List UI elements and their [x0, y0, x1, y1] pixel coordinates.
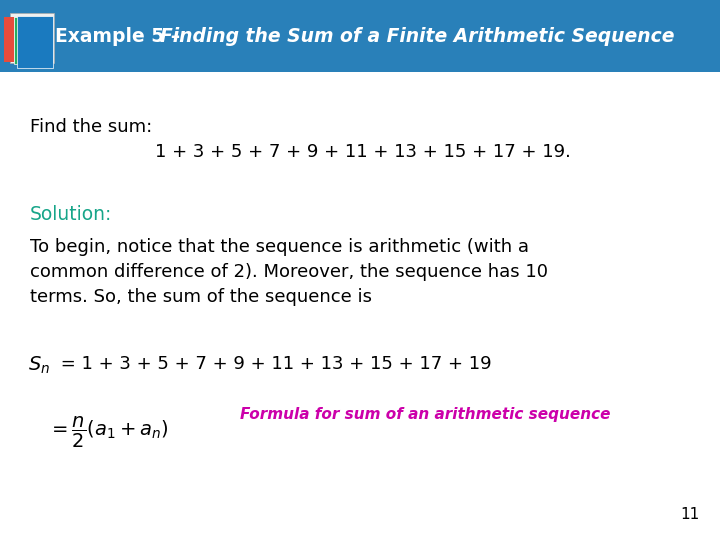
Bar	[17, 16, 53, 68]
Text: common difference of 2). Moreover, the sequence has 10: common difference of 2). Moreover, the s…	[30, 263, 548, 281]
Text: terms. So, the sum of the sequence is: terms. So, the sum of the sequence is	[30, 288, 372, 306]
Text: $= \dfrac{n}{2}(a_1 + a_n)$: $= \dfrac{n}{2}(a_1 + a_n)$	[48, 415, 168, 450]
Text: Formula for sum of an arithmetic sequence: Formula for sum of an arithmetic sequenc…	[240, 407, 611, 422]
Bar	[14, 17, 50, 64]
Bar	[0, 0, 720, 72]
Text: To begin, notice that the sequence is arithmetic (with a: To begin, notice that the sequence is ar…	[30, 238, 529, 256]
Text: $S_n$: $S_n$	[28, 355, 50, 376]
Text: Solution:: Solution:	[30, 205, 112, 224]
Bar	[11, 18, 47, 60]
Bar	[8, 19, 44, 56]
Bar	[10, 13, 54, 63]
Text: = 1 + 3 + 5 + 7 + 9 + 11 + 13 + 15 + 17 + 19: = 1 + 3 + 5 + 7 + 9 + 11 + 13 + 15 + 17 …	[55, 355, 492, 373]
Text: 1 + 3 + 5 + 7 + 9 + 11 + 13 + 15 + 17 + 19.: 1 + 3 + 5 + 7 + 9 + 11 + 13 + 15 + 17 + …	[155, 143, 571, 161]
Text: Example 5 –: Example 5 –	[55, 26, 186, 45]
Text: Find the sum:: Find the sum:	[30, 118, 152, 136]
Text: 11: 11	[680, 507, 700, 522]
Text: Finding the Sum of a Finite Arithmetic Sequence: Finding the Sum of a Finite Arithmetic S…	[160, 26, 675, 45]
Bar	[4, 17, 14, 62]
